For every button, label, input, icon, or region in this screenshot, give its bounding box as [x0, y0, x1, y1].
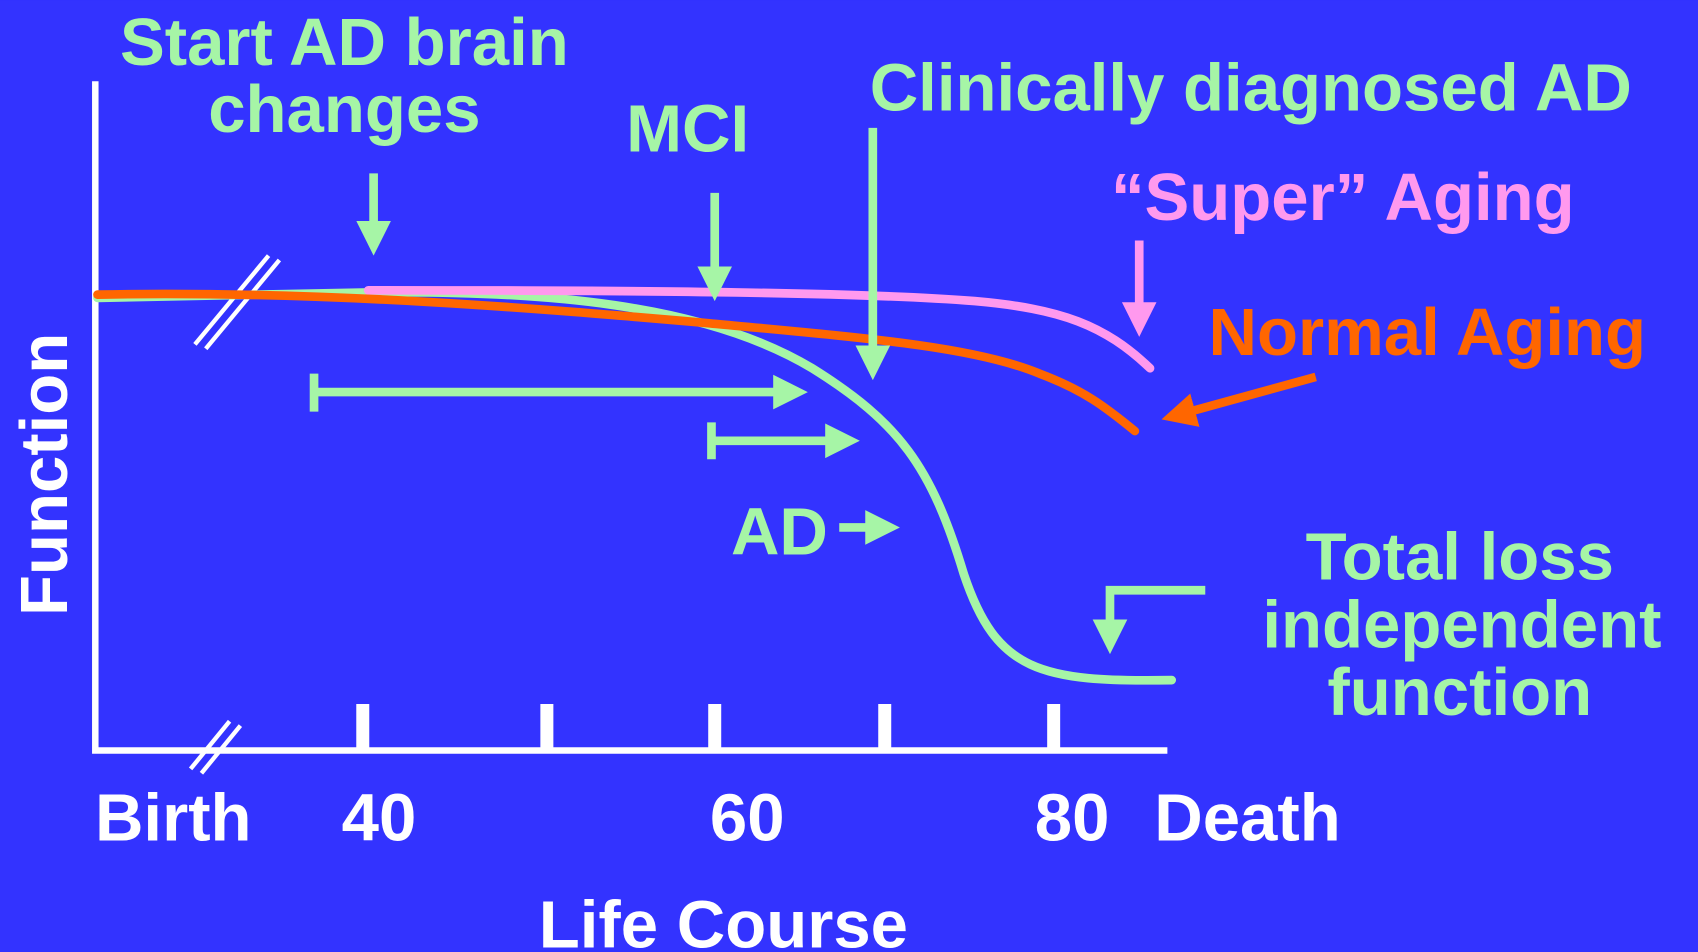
- x-label: Birth: [95, 780, 252, 855]
- annotation: AD: [731, 495, 828, 570]
- arrows: [309, 127, 1317, 655]
- annotation: Normal Aging: [1208, 295, 1646, 370]
- annotation: Clinically diagnosed AD: [870, 51, 1632, 126]
- y-axis-title: Function: [7, 333, 82, 616]
- x-label: Death: [1154, 780, 1341, 855]
- annotation: function: [1327, 655, 1592, 730]
- annotation: MCI: [626, 92, 749, 167]
- annotation: independent: [1262, 588, 1661, 663]
- curves: [93, 285, 1177, 685]
- x-label: 60: [710, 780, 785, 855]
- x-label: 80: [1035, 780, 1110, 855]
- annotation: “Super” Aging: [1111, 160, 1575, 235]
- axes: [92, 81, 1168, 775]
- x-label: 40: [342, 780, 417, 855]
- x-axis-title: Life Course: [539, 888, 908, 952]
- annotation: changes: [208, 72, 480, 147]
- annotation: Start AD brain: [120, 5, 569, 80]
- annotation: Total loss: [1306, 519, 1614, 594]
